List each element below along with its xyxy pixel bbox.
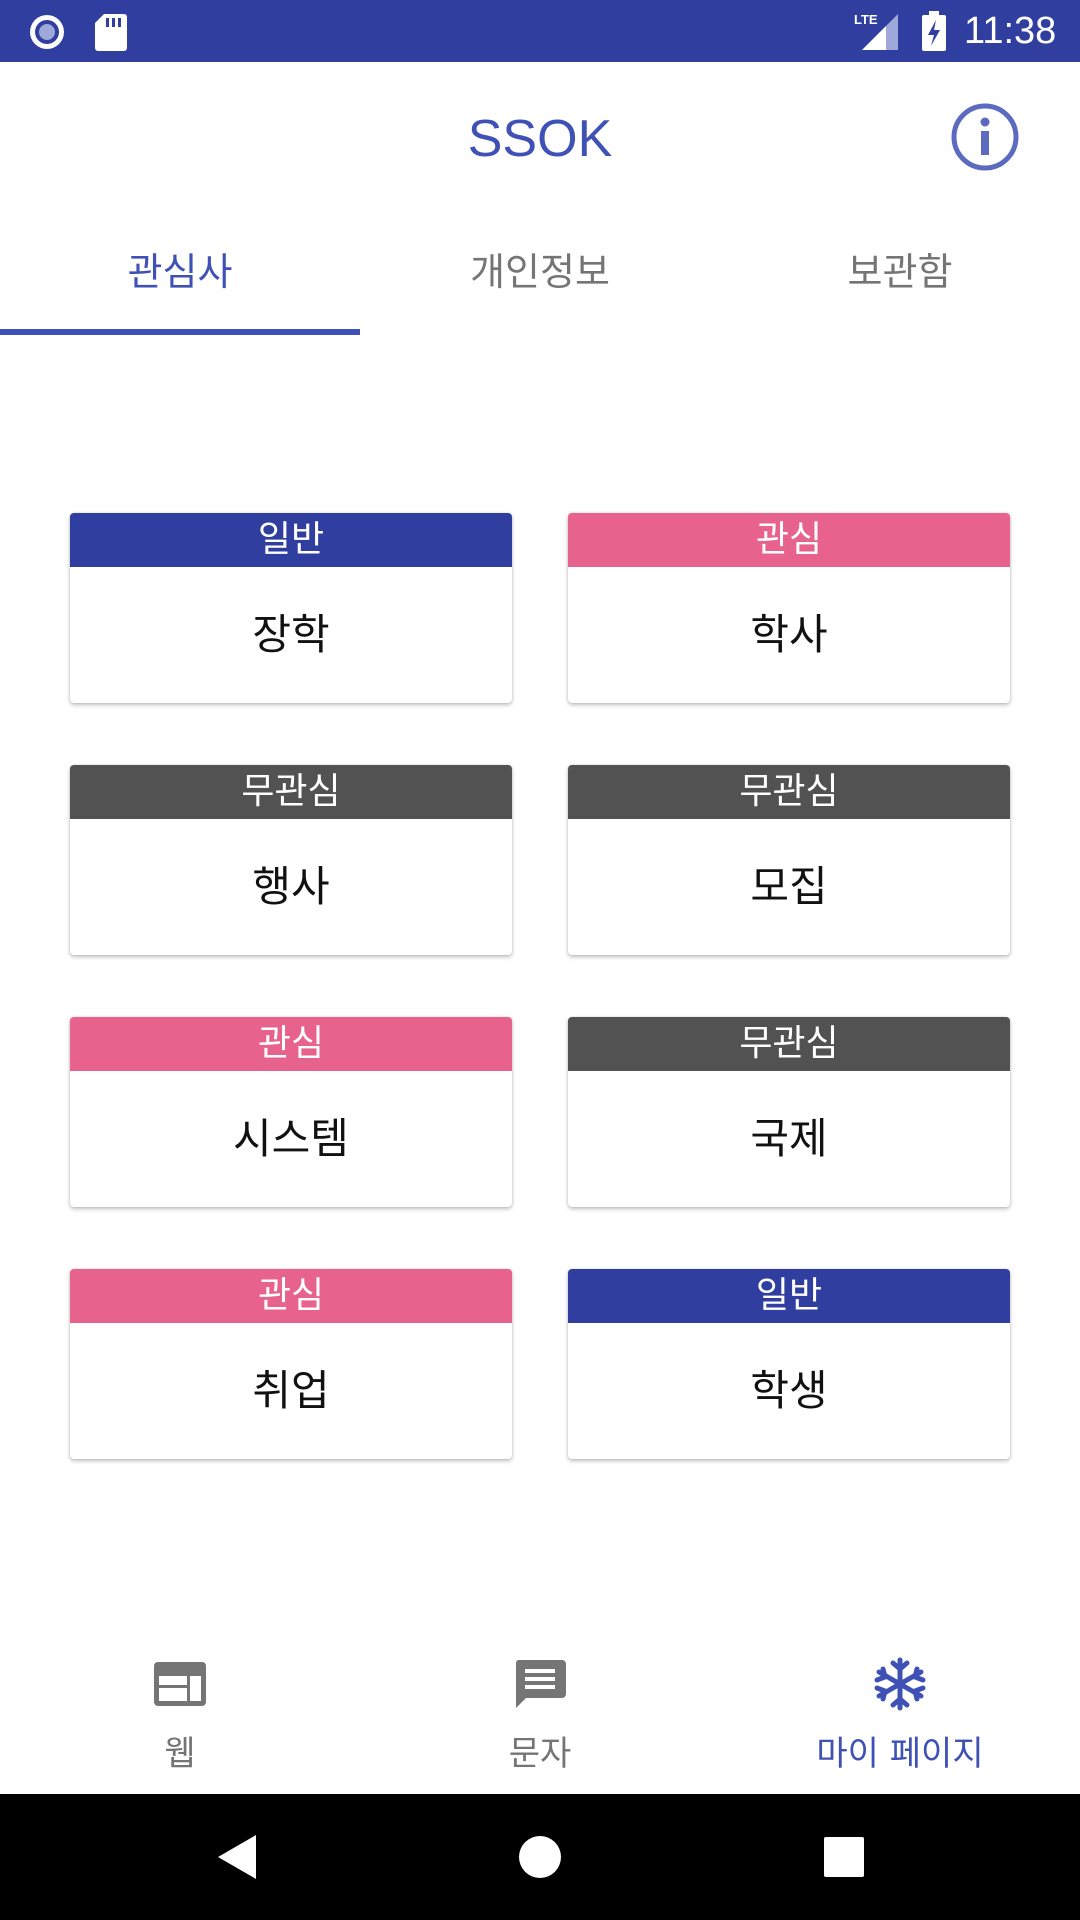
- category-label: 시스템: [233, 1114, 349, 1163]
- category-label: 학사: [750, 610, 828, 659]
- status-time: 11:38: [964, 10, 1057, 52]
- radio-icon: [30, 15, 64, 49]
- info-icon[interactable]: [950, 102, 1020, 172]
- category-card[interactable]: 일반 학생: [568, 1269, 1010, 1459]
- nav-item-web[interactable]: 웹: [0, 1620, 360, 1794]
- category-badge: 관심: [70, 1269, 512, 1323]
- category-badge: 관심: [568, 513, 1010, 567]
- snowflake-icon: [874, 1657, 926, 1711]
- category-badge: 무관심: [568, 765, 1010, 819]
- tab-personal-info[interactable]: 개인정보: [470, 250, 610, 294]
- category-card[interactable]: 무관심 국제: [568, 1017, 1010, 1207]
- category-badge: 일반: [70, 513, 512, 567]
- app-title: SSOK: [467, 110, 613, 168]
- sd-card-icon: [95, 14, 127, 51]
- bottom-navigation: 웹 문자 마이 페이지: [0, 1620, 1080, 1794]
- nav-item-my-page[interactable]: 마이 페이지: [720, 1620, 1080, 1794]
- category-card[interactable]: 관심 학사: [568, 513, 1010, 703]
- category-card[interactable]: 일반 장학: [70, 513, 512, 703]
- category-label: 취업: [252, 1366, 330, 1415]
- system-navigation-bar: [0, 1794, 1080, 1920]
- web-icon: [154, 1662, 206, 1706]
- status-bar: LTE 11:38: [0, 0, 1080, 62]
- tab-storage[interactable]: 보관함: [847, 250, 953, 294]
- message-icon: [515, 1660, 566, 1708]
- category-label: 장학: [252, 610, 330, 659]
- nav-label-my-page: 마이 페이지: [816, 1734, 984, 1774]
- recents-icon[interactable]: [814, 1827, 874, 1887]
- nav-label-web: 웹: [164, 1734, 196, 1774]
- battery-charging-icon: [922, 11, 946, 51]
- back-icon[interactable]: [206, 1827, 266, 1887]
- category-label: 행사: [252, 862, 330, 911]
- lte-label: LTE: [854, 12, 878, 27]
- category-label: 학생: [750, 1366, 828, 1415]
- category-label: 모집: [750, 862, 828, 911]
- category-card[interactable]: 관심 취업: [70, 1269, 512, 1459]
- category-badge: 무관심: [568, 1017, 1010, 1071]
- tab-indicator: [0, 329, 360, 335]
- home-icon[interactable]: [510, 1827, 570, 1887]
- nav-label-messages: 문자: [508, 1734, 572, 1774]
- category-badge: 일반: [568, 1269, 1010, 1323]
- category-badge: 무관심: [70, 765, 512, 819]
- tab-bar: 관심사 개인정보 보관함: [0, 220, 1080, 336]
- category-label: 국제: [750, 1114, 828, 1163]
- tab-interests[interactable]: 관심사: [127, 250, 233, 294]
- category-card[interactable]: 무관심 모집: [568, 765, 1010, 955]
- lte-signal-icon: LTE: [854, 12, 898, 50]
- category-badge: 관심: [70, 1017, 512, 1071]
- nav-item-messages[interactable]: 문자: [360, 1620, 720, 1794]
- category-card[interactable]: 무관심 행사: [70, 765, 512, 955]
- category-card[interactable]: 관심 시스템: [70, 1017, 512, 1207]
